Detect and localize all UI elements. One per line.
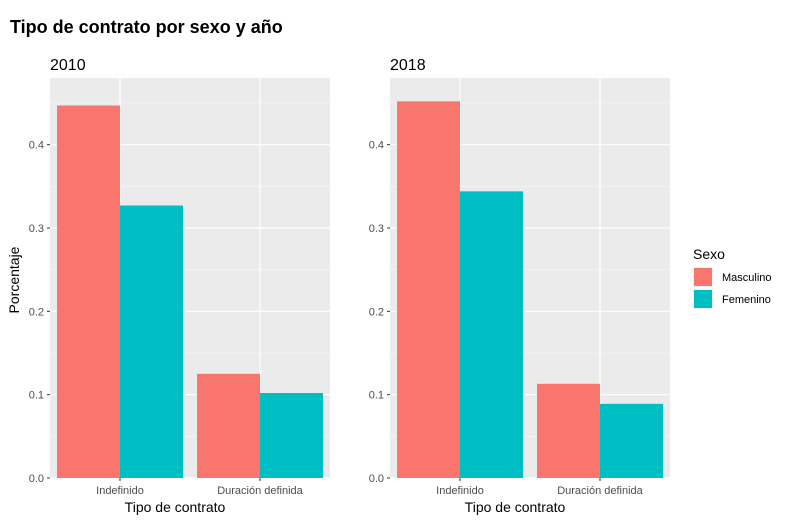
panel-title: 2010 (50, 57, 86, 74)
y-tick-label: 0.2 (29, 306, 44, 318)
chart-title: Tipo de contrato por sexo y año (10, 17, 283, 37)
legend-swatch (694, 268, 712, 286)
y-tick-label: 0.4 (369, 140, 384, 152)
legend-item-femenino: Femenino (693, 289, 771, 309)
bar-2010-femenino-1 (260, 393, 323, 478)
bar-2018-masculino-0 (397, 101, 460, 478)
panel-2010: 2010 0.0 0.1 0.2 0.3 0.4 Indefinido Duración de… (29, 57, 330, 497)
x-tick-label: Indefinido (96, 485, 144, 497)
y-tick-label: 0.1 (369, 390, 384, 402)
y-tick-label: 0.0 (29, 473, 44, 485)
y-tick-label: 0.3 (369, 223, 384, 235)
x-axis-label-2018: Tipo de contrato (465, 499, 566, 515)
bar-2018-masculino-1 (537, 383, 600, 478)
x-tick-label: Indefinido (436, 485, 484, 497)
bar-2018-femenino-1 (600, 403, 663, 478)
legend-swatch (694, 290, 712, 308)
y-tick-label: 0.2 (369, 306, 384, 318)
legend-label: Femenino (722, 294, 771, 306)
legend-label: Masculino (722, 272, 772, 284)
bar-2018-femenino-0 (460, 191, 523, 479)
y-axis-label: Porcentaje (6, 246, 22, 313)
bar-2010-masculino-1 (197, 373, 260, 478)
y-tick-label: 0.4 (29, 140, 44, 152)
bar-2010-masculino-0 (57, 105, 120, 478)
legend-item-masculino: Masculino (693, 267, 772, 287)
bar-2010-femenino-0 (120, 205, 183, 478)
y-tick-label: 0.0 (369, 473, 384, 485)
panel-2018: 2018 0.0 0.1 0.2 0.3 0.4 Indefinido Duración de… (369, 57, 670, 497)
x-tick-label: Duración definida (557, 485, 643, 497)
y-tick-label: 0.3 (29, 223, 44, 235)
legend-title: Sexo (693, 246, 725, 262)
x-axis-label-2010: Tipo de contrato (125, 499, 226, 515)
panel-title: 2018 (390, 57, 426, 74)
x-tick-label: Duración definida (217, 485, 303, 497)
legend: Masculino Femenino (693, 267, 772, 309)
y-tick-label: 0.1 (29, 390, 44, 402)
chart-panels: 2010 0.0 0.1 0.2 0.3 0.4 Indefinido Duración de… (29, 57, 670, 497)
